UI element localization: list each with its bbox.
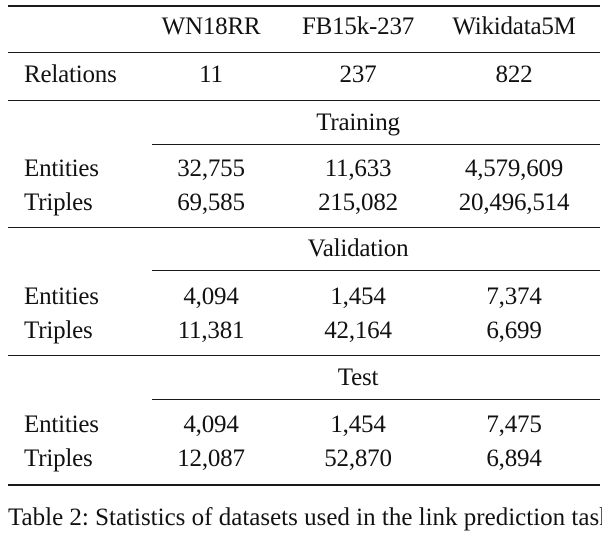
training-triples-wikidata5m: 20,496,514 bbox=[458, 189, 570, 216]
header-rule bbox=[8, 52, 600, 53]
relations-rule bbox=[8, 100, 600, 101]
section-title-validation: Validation bbox=[307, 235, 409, 262]
training-section-rule bbox=[8, 227, 600, 228]
training-entities-fb15k-237: 11,633 bbox=[324, 155, 392, 182]
test-triples-label: Triples bbox=[24, 445, 93, 472]
column-header-wn18rr: WN18RR bbox=[161, 13, 261, 40]
relations-wn18rr: 11 bbox=[199, 61, 223, 88]
test-triples-wikidata5m: 6,894 bbox=[486, 445, 542, 472]
column-header-wikidata5m: Wikidata5M bbox=[452, 13, 576, 40]
training-triples-fb15k-237: 215,082 bbox=[318, 189, 398, 216]
relations-label: Relations bbox=[24, 61, 117, 88]
test-entities-fb15k-237: 1,454 bbox=[330, 411, 386, 438]
test-entities-wn18rr: 4,094 bbox=[183, 411, 239, 438]
test-title-rule bbox=[152, 399, 600, 400]
validation-triples-wn18rr: 11,381 bbox=[177, 317, 245, 344]
validation-entities-label: Entities bbox=[24, 283, 99, 310]
training-triples-label: Triples bbox=[24, 189, 93, 216]
training-entities-label: Entities bbox=[24, 155, 99, 182]
column-header-fb15k-237: FB15k-237 bbox=[301, 13, 415, 40]
validation-title-rule bbox=[152, 270, 600, 271]
test-entities-label: Entities bbox=[24, 411, 99, 438]
test-entities-wikidata5m: 7,475 bbox=[486, 411, 542, 438]
validation-triples-fb15k-237: 42,164 bbox=[324, 317, 392, 344]
validation-triples-wikidata5m: 6,699 bbox=[486, 317, 542, 344]
training-title-rule bbox=[152, 144, 600, 145]
validation-entities-wn18rr: 4,094 bbox=[183, 283, 239, 310]
top-rule bbox=[8, 5, 600, 7]
validation-entities-fb15k-237: 1,454 bbox=[330, 283, 386, 310]
section-title-test: Test bbox=[337, 364, 379, 391]
validation-triples-label: Triples bbox=[24, 317, 93, 344]
test-triples-fb15k-237: 52,870 bbox=[324, 445, 392, 472]
training-entities-wn18rr: 32,755 bbox=[177, 155, 245, 182]
section-title-training: Training bbox=[316, 109, 400, 136]
training-entities-wikidata5m: 4,579,609 bbox=[464, 155, 564, 182]
validation-entities-wikidata5m: 7,374 bbox=[486, 283, 542, 310]
relations-fb15k-237: 237 bbox=[339, 61, 377, 88]
bottom-rule bbox=[8, 484, 600, 486]
test-triples-wn18rr: 12,087 bbox=[177, 445, 245, 472]
table-caption: Table 2: Statistics of datasets used in … bbox=[8, 504, 602, 531]
validation-section-rule bbox=[8, 355, 600, 356]
relations-wikidata5m: 822 bbox=[495, 61, 533, 88]
training-triples-wn18rr: 69,585 bbox=[177, 189, 245, 216]
